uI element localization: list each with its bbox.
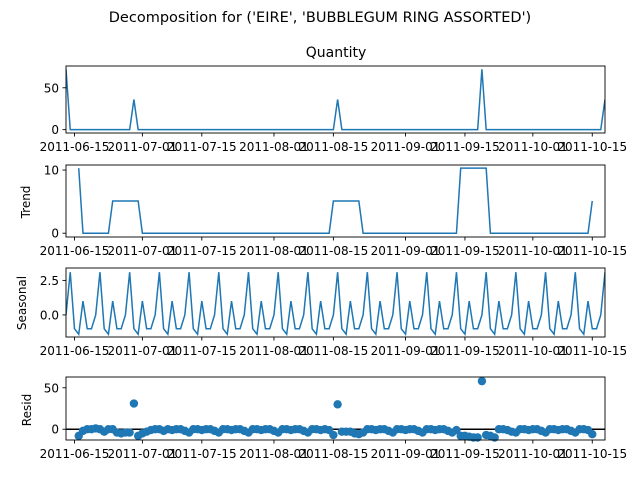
seasonal-xtick-label: 2011-08-15 (299, 344, 369, 358)
resid-point (125, 428, 134, 437)
panel-title-quantity: Quantity (306, 45, 367, 61)
resid-xtick-label: 2011-06-15 (40, 447, 110, 461)
resid-point (452, 425, 461, 435)
trend-xtick-label: 2011-09-15 (430, 244, 500, 258)
figure-suptitle: Decomposition for ('EIRE', 'BUBBLEGUM RI… (109, 10, 531, 26)
panel-ylabel-resid: Resid (20, 394, 34, 426)
resid-xtick-label: 2011-10-15 (557, 447, 627, 461)
seasonal-xtick-label: 2011-06-15 (40, 344, 110, 358)
resid-xtick-label: 2011-08-15 (299, 447, 369, 461)
seasonal-xtick-label: 2011-09-15 (430, 344, 500, 358)
resid-axes-frame (65, 376, 606, 441)
panel-ylabel-trend: Trend (19, 186, 33, 220)
resid-ytick-label: 50 (44, 381, 59, 395)
trend-series-line (77, 167, 594, 234)
trend-xtick-label: 2011-07-01 (108, 244, 178, 258)
quantity-xtick-label: 2011-10-01 (498, 140, 568, 154)
resid-xtick-label: 2011-08-01 (239, 447, 309, 461)
trend-ytick-label: 0 (51, 227, 59, 241)
resid-xtick-label: 2011-09-15 (430, 447, 500, 461)
trend-xtick-label: 2011-10-15 (557, 244, 627, 258)
quantity-xtick-label: 2011-07-01 (108, 140, 178, 154)
quantity-series-line (66, 69, 605, 131)
resid-point (329, 430, 338, 440)
resid-ytick-label: 0 (51, 423, 59, 437)
trend-axes-frame (65, 164, 606, 238)
quantity-xtick-label: 2011-09-15 (430, 140, 500, 154)
quantity-ytick-label: 50 (44, 81, 59, 95)
trend-ytick-label: 10 (44, 164, 59, 178)
panel-ylabel-seasonal: Seasonal (15, 276, 29, 330)
seasonal-xtick-label: 2011-09-01 (371, 344, 441, 358)
quantity-xtick-label: 2011-07-15 (167, 140, 237, 154)
resid-point (333, 400, 342, 409)
resid-xtick-label: 2011-07-01 (108, 447, 178, 461)
trend-xtick-label: 2011-10-01 (498, 244, 568, 258)
trend-xtick-label: 2011-07-15 (167, 244, 237, 258)
trend-xtick-label: 2011-09-01 (371, 244, 441, 258)
seasonal-ytick-label: 0.0 (40, 308, 59, 322)
trend-xtick-label: 2011-08-01 (239, 244, 309, 258)
seasonal-series-line (66, 272, 605, 337)
seasonal-xtick-label: 2011-07-01 (108, 344, 178, 358)
quantity-axes-frame (65, 65, 606, 134)
seasonal-xtick-label: 2011-10-15 (557, 344, 627, 358)
quantity-xtick-label: 2011-09-01 (371, 140, 441, 154)
seasonal-xtick-label: 2011-10-01 (498, 344, 568, 358)
seasonal-xtick-label: 2011-08-01 (239, 344, 309, 358)
resid-xtick-label: 2011-07-15 (167, 447, 237, 461)
resid-point (477, 376, 487, 386)
trend-xtick-label: 2011-06-15 (40, 244, 110, 258)
quantity-xtick-label: 2011-06-15 (40, 140, 110, 154)
resid-point (588, 430, 597, 439)
quantity-xtick-label: 2011-08-01 (239, 140, 309, 154)
seasonal-xtick-label: 2011-07-15 (167, 344, 237, 358)
seasonal-axes-frame (65, 267, 606, 338)
seasonal-ytick-label: 2.5 (40, 274, 59, 288)
resid-xtick-label: 2011-09-01 (371, 447, 441, 461)
quantity-ytick-label: 0 (51, 123, 59, 137)
trend-xtick-label: 2011-08-15 (299, 244, 369, 258)
resid-point (129, 399, 139, 408)
quantity-xtick-label: 2011-10-15 (557, 140, 627, 154)
quantity-xtick-label: 2011-08-15 (299, 140, 369, 154)
resid-xtick-label: 2011-10-01 (498, 447, 568, 461)
